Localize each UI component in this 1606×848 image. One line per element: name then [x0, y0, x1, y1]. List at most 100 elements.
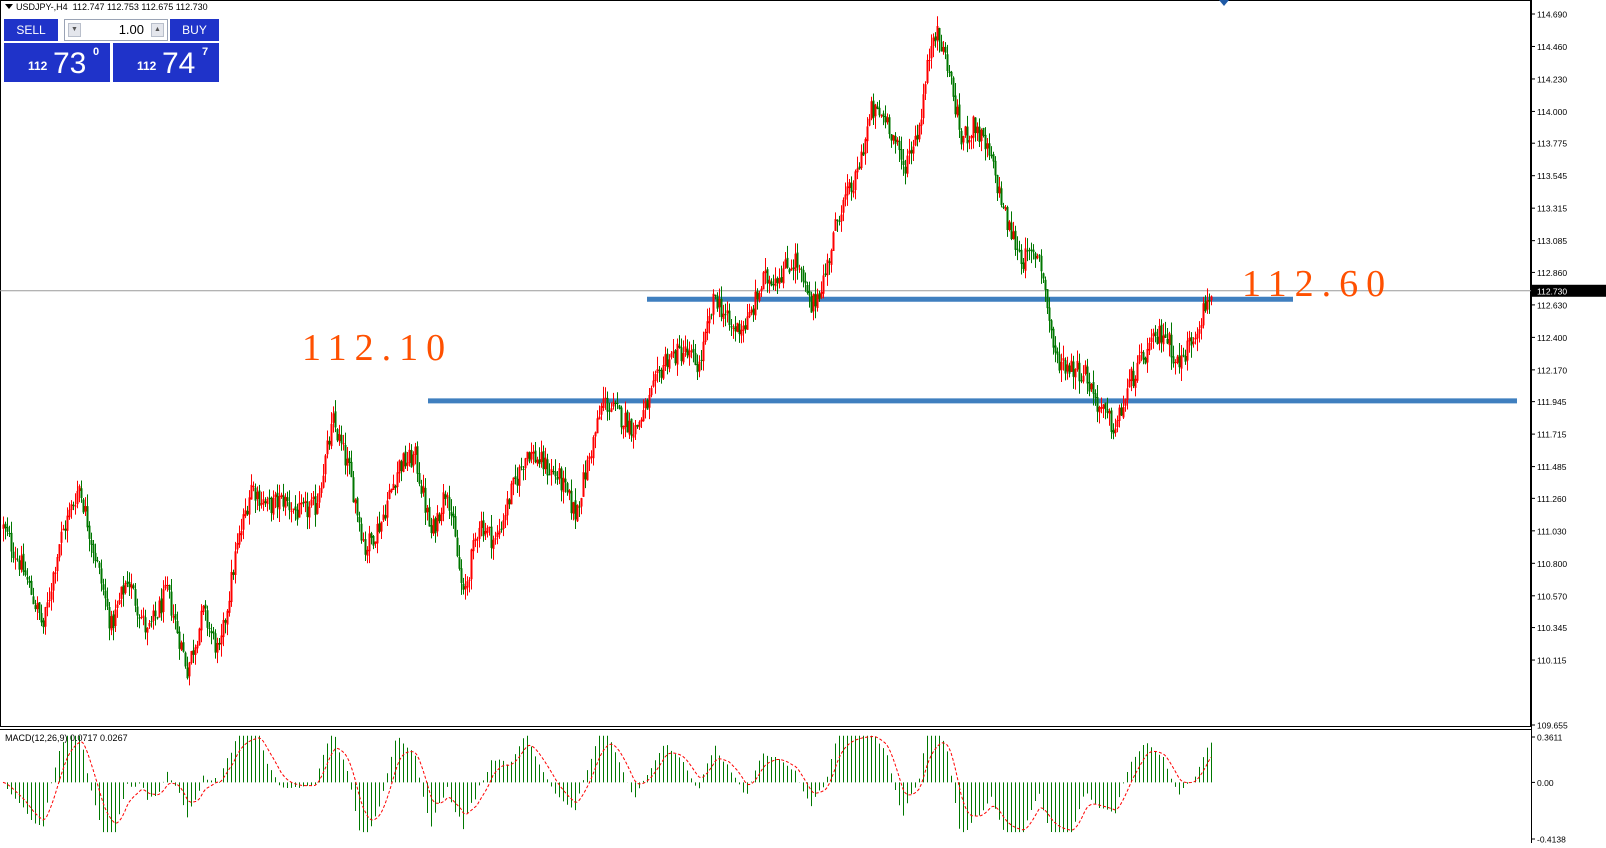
candle	[1142, 350, 1145, 365]
candle-body	[76, 490, 79, 505]
chart-menu-icon[interactable]	[5, 4, 13, 9]
candle-body	[112, 614, 115, 629]
candle-body	[86, 506, 89, 528]
candle	[1148, 337, 1151, 355]
candle-body	[1204, 301, 1207, 312]
candle	[566, 481, 569, 496]
increase-volume-icon[interactable]: ▲	[151, 23, 164, 37]
candle	[1070, 353, 1073, 373]
candle-body	[1206, 299, 1209, 310]
candle	[754, 279, 757, 320]
candle	[96, 556, 99, 563]
candle-body	[800, 268, 803, 270]
candle	[580, 497, 583, 515]
candle	[542, 445, 545, 477]
candle	[1100, 397, 1103, 414]
candle-body	[1026, 250, 1029, 252]
candle	[316, 493, 319, 515]
candle	[1172, 345, 1175, 368]
candle	[218, 638, 221, 651]
candle-body	[314, 496, 317, 516]
candle-body	[976, 126, 979, 134]
candle-body	[200, 610, 203, 631]
candle-body	[806, 284, 809, 294]
candle	[1162, 323, 1165, 352]
candle-body	[214, 633, 217, 653]
candle-body	[1134, 378, 1137, 388]
candle	[348, 450, 351, 475]
candle-body	[860, 151, 863, 169]
candle	[166, 576, 169, 592]
candle	[312, 490, 315, 506]
candle	[792, 259, 795, 281]
candle	[330, 412, 333, 450]
candle	[1086, 358, 1089, 394]
quantity-field[interactable]: ▼ 1.00 ▲	[64, 19, 168, 41]
candle-body	[730, 326, 733, 328]
candle	[120, 586, 123, 608]
candle	[766, 267, 769, 293]
sell-price-box[interactable]: 112 73 0	[4, 43, 110, 82]
candle	[572, 501, 575, 521]
candle	[692, 339, 695, 363]
candle	[224, 618, 227, 634]
candle	[1032, 244, 1035, 260]
candle-body	[1054, 345, 1057, 353]
candle-body	[446, 495, 449, 498]
candle-body	[784, 259, 787, 269]
candle-body	[424, 487, 427, 513]
candle-body	[890, 134, 893, 141]
candle-body	[316, 502, 319, 514]
candle	[298, 491, 301, 518]
candle	[160, 588, 163, 621]
price-tick-label: 114.230	[1537, 74, 1567, 84]
candle-body	[66, 515, 69, 531]
candle	[342, 434, 345, 451]
candle-body	[268, 497, 271, 500]
candle	[636, 424, 639, 429]
candle	[966, 115, 969, 153]
candle	[526, 451, 529, 466]
candle	[652, 371, 655, 388]
buy-price-box[interactable]: 112 74 7	[113, 43, 219, 82]
candle	[478, 521, 481, 548]
candle-body	[604, 397, 607, 399]
candle	[4, 521, 7, 540]
candle-body	[964, 126, 967, 136]
candle-body	[224, 620, 227, 623]
candle-body	[58, 544, 61, 558]
candle	[1036, 253, 1039, 260]
candle	[536, 456, 539, 467]
candle	[370, 531, 373, 545]
decrease-volume-icon[interactable]: ▼	[68, 23, 81, 37]
candle	[954, 82, 957, 118]
candle	[266, 496, 269, 512]
current-price-tag	[1532, 284, 1606, 297]
candle-body	[1130, 368, 1133, 382]
candle	[280, 492, 283, 499]
candle-body	[486, 527, 489, 533]
candle-body	[992, 154, 995, 162]
candle-body	[528, 452, 531, 462]
candle	[32, 587, 35, 605]
candle	[258, 484, 261, 512]
candle-body	[188, 662, 191, 677]
quantity-value[interactable]: 1.00	[118, 22, 144, 37]
candle	[1186, 331, 1189, 371]
candle-body	[928, 59, 931, 61]
candle-body	[126, 581, 129, 584]
sell-button[interactable]: SELL	[4, 19, 58, 41]
candle	[648, 388, 651, 420]
candle-body	[946, 54, 949, 71]
candle	[540, 440, 543, 468]
candle	[188, 661, 191, 686]
candle	[104, 578, 107, 611]
candle	[662, 356, 665, 381]
candle	[514, 464, 517, 485]
candle	[646, 398, 649, 410]
buy-button[interactable]: BUY	[170, 19, 219, 41]
candle-body	[6, 526, 9, 532]
candle-body	[846, 186, 849, 196]
candle-body	[582, 472, 585, 497]
